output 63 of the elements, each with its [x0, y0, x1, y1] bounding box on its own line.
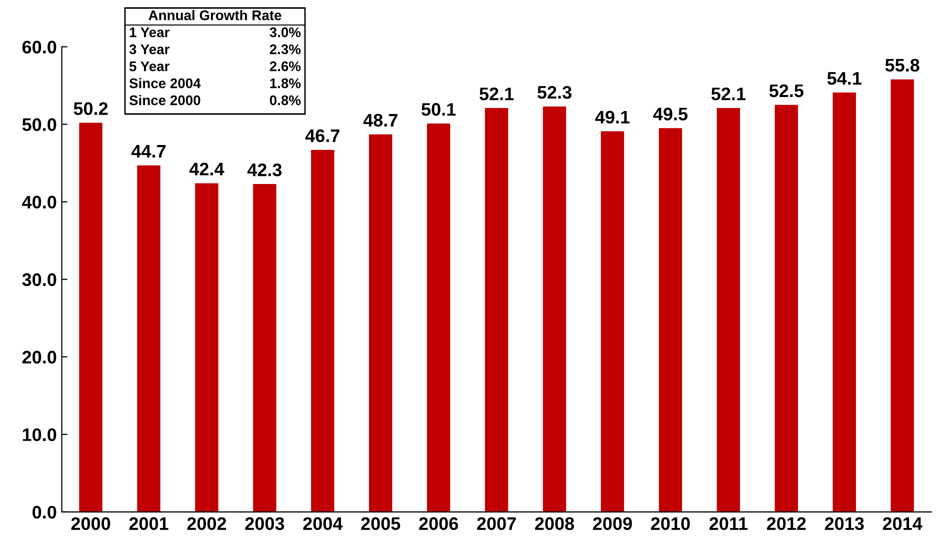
data-label: 49.1: [595, 110, 630, 124]
x-tick-label: 2012: [766, 517, 806, 530]
bar: [369, 134, 392, 512]
x-tick-label: 2009: [593, 517, 632, 530]
text: 1 Year: [130, 28, 170, 38]
bar: [542, 106, 566, 512]
x-tick-label: 2011: [709, 517, 748, 530]
bar: [137, 165, 160, 512]
x-tick-label: 2002: [187, 517, 226, 530]
data-label: 54.1: [827, 72, 862, 85]
bar: [195, 183, 218, 512]
bar: [484, 108, 508, 512]
bar: [311, 150, 334, 512]
data-label: 52.1: [711, 88, 746, 100]
y-tick-label: 20.0: [22, 350, 56, 364]
bar: [774, 104, 798, 512]
bar: [79, 122, 102, 512]
bar: [426, 124, 450, 512]
data-label: 52.5: [769, 84, 804, 98]
annotation: 0.8%: [270, 95, 301, 106]
y-tick-label: 40.0: [22, 196, 56, 209]
bar: [658, 128, 682, 512]
annotation: 2.3%: [270, 44, 301, 54]
annotation: Since 2004: [129, 78, 201, 88]
data-label: 48.7: [363, 114, 398, 127]
x-tick-label: 2006: [419, 517, 458, 530]
data-label: 52.3: [538, 86, 572, 99]
text: 3.0%: [270, 27, 301, 38]
x-tick-label: 2000: [71, 517, 110, 530]
x-tick-label: 2005: [361, 517, 400, 530]
bar: [716, 108, 740, 512]
data-label: 50.2: [74, 102, 108, 116]
data-label: 52.1: [480, 88, 514, 100]
annotation: 2.6%: [270, 61, 301, 72]
text: Annual Growth Rate: [148, 10, 282, 20]
x-tick-label: 2003: [245, 517, 284, 530]
bar: [832, 92, 856, 512]
data-label: 42.3: [247, 163, 282, 176]
y-tick-label: 60.0: [22, 40, 56, 54]
annotation: Since 2000: [129, 95, 200, 106]
data-label: 42.4: [189, 162, 224, 176]
y-tick-label: 30.0: [22, 273, 56, 286]
annotation: 3 Year: [129, 44, 170, 54]
x-tick-label: 2013: [824, 517, 864, 530]
annotation: 5 Year: [129, 62, 170, 72]
data-label: 46.7: [305, 129, 340, 142]
x-tick-label: 2010: [651, 517, 690, 530]
x-tick-label: 2008: [535, 517, 574, 530]
x-tick-label: 2001: [129, 517, 168, 530]
y-tick-label: 10.0: [22, 428, 56, 442]
bar: [253, 184, 276, 512]
data-label: 49.5: [653, 108, 688, 120]
x-tick-label: 2007: [477, 517, 516, 530]
bar: [600, 131, 624, 512]
y-tick-label: 0.0: [32, 506, 56, 519]
data-label: 50.1: [422, 103, 456, 116]
data-label: 44.7: [131, 145, 166, 158]
y-tick-label: 50.0: [22, 118, 56, 132]
bar: [890, 79, 914, 512]
x-tick-label: 2004: [303, 517, 343, 530]
x-tick-label: 2014: [882, 517, 922, 530]
annotation: 1.8%: [270, 78, 301, 88]
data-label: 55.8: [885, 58, 920, 72]
